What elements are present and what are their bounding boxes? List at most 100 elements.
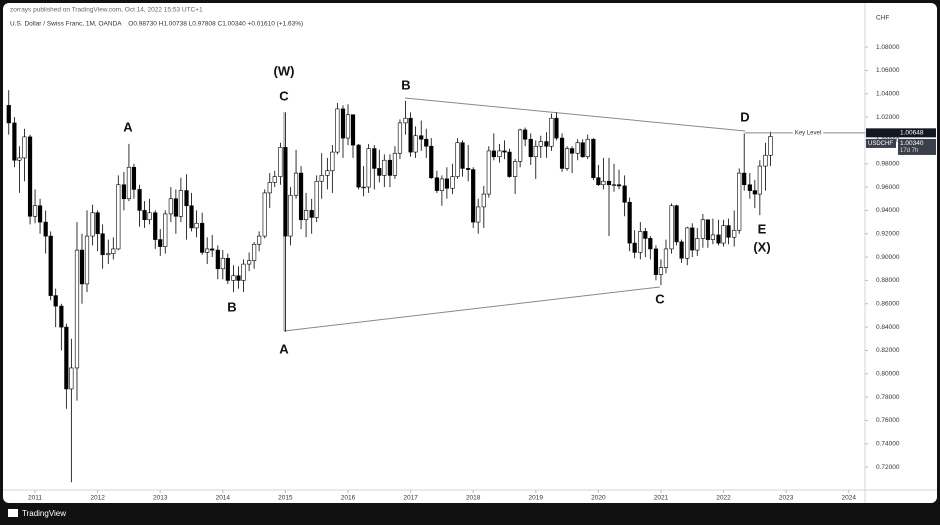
candle-body [507,151,512,177]
publisher-line: zorrays published on TradingView.com, Oc… [10,7,203,14]
candle-body [669,205,674,250]
candle-body [309,210,314,218]
candle-body [606,180,612,186]
candle-body [466,168,471,170]
candle-body [178,190,183,217]
candle-body [356,144,361,188]
candle-body [497,150,502,158]
candle-body [288,194,293,237]
candle-body [147,212,152,221]
candle-body [210,248,215,251]
candle-body [95,212,100,235]
x-tick-label: 2021 [654,495,669,502]
candle-body [382,159,387,176]
candle-body [163,213,168,247]
candle-body [591,138,596,179]
candle-body [314,180,319,218]
candle-body [627,201,632,244]
candle-body [408,117,413,153]
x-tick-label: 2013 [153,495,168,502]
candle-body [575,142,580,154]
candle-body [335,108,340,153]
candle-body [12,122,17,161]
y-tick-label: 1.06000 [876,67,900,74]
wave-label: (W) [274,63,295,78]
candle-body [721,225,726,244]
candle-body [184,190,189,207]
candle-body [90,212,95,237]
wave-label: E [758,221,767,236]
candle-body [225,257,230,281]
candle-body [752,190,757,195]
candle-body [518,129,523,162]
y-tick-label: 1.04000 [876,90,900,97]
candle-body [638,231,643,253]
candle-body [554,117,559,139]
candle-body [481,193,486,208]
candle-body [79,249,85,285]
candle-body [37,205,43,223]
candle-body [622,185,627,203]
x-tick-label: 2017 [403,495,418,502]
y-tick-label: 0.86000 [876,300,900,307]
candle-body [142,210,147,221]
candle-body [121,184,127,200]
y-tick-label: 0.98000 [876,160,900,167]
candle-body [564,148,570,169]
wave-label: (X) [753,239,770,254]
candle-body [695,238,700,251]
x-tick-label: 2023 [779,495,794,502]
candle-body [763,154,768,167]
candle-body [43,221,48,237]
candle-body [220,257,225,270]
x-tick-label: 2019 [529,495,544,502]
key-level-label: Key Level [795,130,821,136]
candle-body [538,141,543,147]
candle-body [131,166,137,190]
candle-body [413,135,418,153]
candle-body [303,210,309,221]
candle-body [22,136,27,159]
candle-body [84,235,90,285]
candle-body [32,205,38,217]
candle-body [168,198,173,215]
last-price-label: 1.00340 [900,140,924,147]
candle-body [392,152,398,176]
candle-body [486,150,491,195]
y-tick-label: 1.02000 [876,114,900,121]
footer-text: TradingView [22,509,66,518]
candle-body [137,189,142,211]
candle-body [74,249,80,369]
candle-body [350,114,356,146]
candle-body [194,222,199,229]
candle-body [528,138,533,158]
y-tick-label: 0.72000 [876,464,900,471]
candle-body [643,231,648,239]
candle-body [444,178,449,189]
candle-body [434,177,439,191]
candle-body [648,238,653,250]
candle-body [585,138,590,158]
candle-body [653,248,659,275]
candle-body [476,206,481,223]
candle-body [272,176,277,183]
candle-body [340,108,346,139]
candle-body [513,161,518,177]
last-price-tag [898,138,936,155]
candle-body [345,114,351,139]
x-tick-label: 2014 [216,495,231,502]
candle-body [153,212,158,240]
candle-body [397,122,403,154]
wave-label: A [279,341,289,356]
candle-body [111,248,116,254]
candle-body [126,166,132,200]
candle-body [737,172,742,231]
candle-body [252,243,257,261]
wave-label: B [401,77,410,92]
candle-body [716,234,721,244]
candle-body [59,305,64,328]
candle-body [700,219,705,239]
candle-body [742,172,747,186]
candle-body [502,150,507,153]
candle-body [236,275,241,281]
